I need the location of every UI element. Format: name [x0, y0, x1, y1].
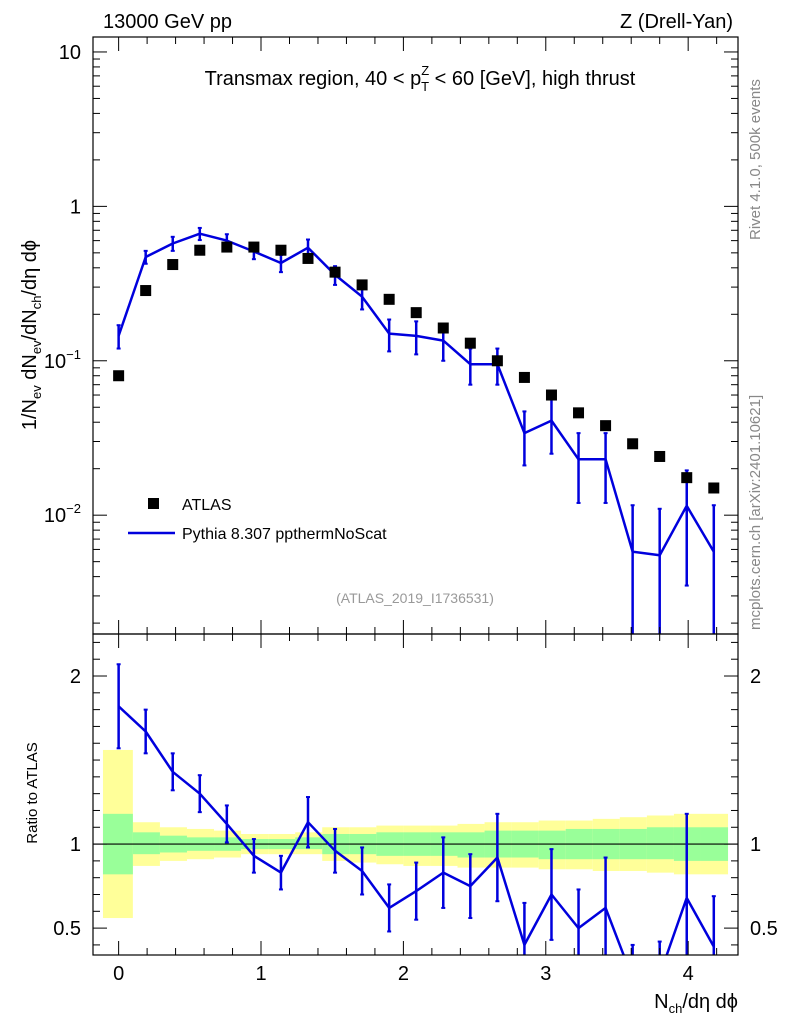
x-tick-label: 0: [113, 963, 124, 985]
atlas-data-point: [275, 244, 287, 256]
ratio-band-green: [132, 832, 160, 855]
ratio-x-axis: 0 1 2 3 4: [113, 634, 718, 985]
ratio-y-axis: 2 2 1 1 0.5 0.5: [53, 641, 778, 946]
atlas-data-point: [518, 371, 530, 383]
atlas-data-point: [545, 389, 557, 401]
ratio-y-tick-label-right: 0.5: [750, 918, 778, 940]
atlas-data-point: [140, 285, 152, 297]
legend-mc-label: Pythia 8.307 ppthermNoScat: [182, 526, 387, 543]
x-tick-label: 2: [398, 963, 409, 985]
atlas-data-point: [113, 370, 125, 382]
atlas-data-point: [600, 420, 612, 432]
main-y-axis: 10 1 10−1 10−2: [44, 42, 738, 624]
y-tick-label: 10−2: [44, 501, 81, 527]
ratio-y-tick-label: 0.5: [53, 918, 81, 940]
atlas-data-point: [329, 266, 341, 278]
x-axis-label: Nch/dη dϕ: [654, 991, 738, 1016]
legend-atlas-label: ATLAS: [182, 497, 232, 514]
atlas-data-point: [410, 307, 422, 319]
atlas-data-point: [356, 279, 368, 291]
plot-title: Transmax region, 40 < pZ T < 60 [GeV], hi…: [205, 63, 636, 94]
main-panel: 10 1 10−1 10−2 Transmax region, 40 < pZ T < …: [19, 36, 739, 635]
ratio-series-line: [117, 705, 715, 955]
atlas-data-point: [194, 244, 206, 256]
ratio-y-tick-label-right: 2: [750, 666, 761, 688]
main-x-axis: [118, 37, 718, 634]
atlas-data-point: [573, 407, 585, 419]
ratio-y-tick-label: 2: [70, 666, 81, 688]
atlas-data-point: [654, 450, 666, 462]
header-left: 13000 GeV pp: [103, 11, 232, 33]
atlas-data-point: [248, 241, 260, 253]
y-tick-label: 10−1: [44, 347, 81, 373]
x-tick-label: 3: [540, 963, 551, 985]
ratio-frame: [92, 633, 739, 956]
rivet-label: Rivet 4.1.0, 500k events: [747, 79, 764, 240]
main-y-label: 1/Nev dNev/dNch/dη dϕ: [19, 240, 44, 430]
atlas-data-point: [627, 438, 639, 450]
atlas-data-point: [221, 241, 233, 253]
atlas-data-point: [491, 355, 503, 367]
main-marks: [113, 226, 720, 634]
mc-series-line: [117, 232, 715, 557]
atlas-data-point: [383, 293, 395, 305]
atlas-data-point: [464, 337, 476, 349]
ratio-y-label: Ratio to ATLAS: [24, 742, 41, 843]
x-tick-label: 1: [255, 963, 266, 985]
y-tick-label: 1: [70, 196, 81, 218]
x-tick-label: 4: [683, 963, 694, 985]
atlas-data-point: [681, 472, 693, 484]
atlas-data-point: [167, 259, 179, 271]
ratio-band-green: [646, 827, 674, 860]
atlas-data-point: [708, 482, 720, 494]
atlas-data-point: [437, 322, 449, 334]
ratio-panel: 2 2 1 1 0.5 0.5 0 1 2 3 4 Ratio to ATLAS Nch/dη d…: [24, 633, 778, 1016]
y-tick-label: 10: [59, 42, 81, 64]
mcplots-label: mcplots.cern.ch [arXiv:2401.10621]: [747, 395, 764, 630]
legend-atlas-marker: [148, 498, 159, 509]
header-right: Z (Drell-Yan): [620, 11, 733, 33]
ratio-y-tick-label-right: 1: [750, 834, 761, 856]
atlas-data-point: [302, 252, 314, 264]
analysis-watermark: (ATLAS_2019_I1736531): [336, 590, 494, 606]
ratio-y-tick-label: 1: [70, 834, 81, 856]
